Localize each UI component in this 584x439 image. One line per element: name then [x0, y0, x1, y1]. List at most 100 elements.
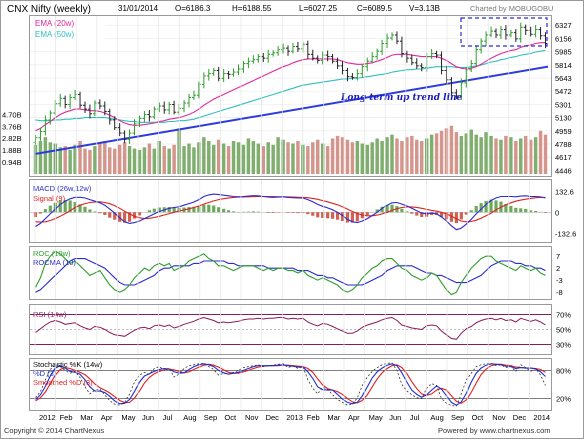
candle	[350, 73, 355, 80]
volume-bar	[291, 143, 295, 174]
x-tick-label-12: 2013	[286, 413, 303, 422]
volume-bar	[112, 148, 117, 174]
price-tick-label: 4959	[555, 127, 572, 136]
volume-bar	[73, 144, 77, 174]
macd-histogram-bar	[524, 208, 528, 213]
volume-bar	[132, 148, 137, 174]
macd-histogram-bar	[331, 212, 335, 219]
volume-bar	[147, 143, 152, 174]
macd-histogram-bar	[132, 212, 137, 219]
volume-bar	[212, 144, 216, 174]
x-tick-label-19: Aug	[430, 413, 443, 422]
macd-histogram-bar	[93, 211, 97, 213]
macd-histogram-bar	[83, 206, 87, 213]
macd-histogram-bar	[127, 212, 132, 222]
candle	[518, 22, 523, 43]
footer-copyright: Copyright © 2014 ChartNexus	[4, 426, 104, 435]
volume-bar	[350, 142, 355, 174]
volume-bar	[157, 141, 162, 174]
macd-histogram-bar	[192, 206, 196, 213]
volume-bar	[370, 142, 374, 174]
volume-tick-label: 1.88B	[2, 146, 22, 155]
x-tick-label-4: May	[121, 413, 135, 422]
legend-ema50: EMA (50w)	[33, 28, 105, 39]
volume-bar	[127, 146, 132, 174]
volume-bar	[236, 142, 241, 174]
volume-bar	[246, 138, 251, 174]
macd-histogram-bar	[439, 212, 444, 218]
price-tick-label: 5301	[555, 100, 572, 109]
volume-bar	[499, 139, 503, 174]
x-tick-label-6: Jul	[163, 413, 173, 422]
volume-bars	[33, 125, 548, 174]
macd-histogram-bar	[197, 205, 201, 213]
candle	[142, 110, 147, 123]
x-tick-label-2: Mar	[80, 413, 93, 422]
candle	[484, 31, 489, 46]
candle	[360, 63, 365, 78]
candle	[365, 57, 370, 72]
rsi-tick-label: 70%	[556, 311, 571, 320]
macd-histogram-bar	[316, 212, 320, 218]
macd-histogram-bar	[474, 205, 478, 213]
volume-bar	[63, 146, 67, 174]
candle	[97, 99, 102, 110]
ohlc-low: L=6027.25	[299, 4, 338, 13]
macd-histogram-bar	[484, 200, 488, 213]
volume-bar	[296, 141, 300, 174]
candle	[132, 119, 137, 136]
candle	[266, 49, 271, 63]
price-tick-label: 5130	[555, 114, 572, 123]
volume-bar	[519, 138, 523, 174]
volume-bar	[226, 146, 231, 174]
macd-histogram-bar	[98, 212, 102, 214]
volume-bar	[523, 135, 528, 174]
macd-histogram-bar	[152, 208, 156, 213]
candle	[315, 55, 320, 64]
roc-tick-label: 2	[556, 264, 560, 273]
volume-bar	[469, 129, 473, 174]
candle	[48, 110, 53, 125]
volume-bar	[306, 146, 310, 174]
candle	[112, 116, 117, 130]
volume-bar	[103, 141, 107, 174]
candle	[256, 53, 261, 63]
macd-histogram-bar	[108, 212, 112, 218]
candle	[429, 48, 434, 59]
candle	[419, 63, 424, 72]
footer-powered: Powered by www.chartnexus.com	[438, 426, 551, 435]
candle	[503, 25, 508, 40]
macd-histogram-bar	[365, 212, 369, 216]
candle	[399, 36, 404, 58]
chart-symbol: CNX Nifty (weekly)	[7, 4, 91, 15]
volume-bar	[276, 137, 280, 174]
signal-legend-label: Signal (9)	[33, 194, 66, 203]
volume-bar	[434, 133, 439, 174]
candle	[335, 57, 340, 69]
macd-histogram-bar	[227, 210, 231, 213]
volume-bar	[48, 142, 53, 174]
candle	[394, 31, 399, 45]
macd-panel: 132.6 0 -132.6 MACD (26w,12w)Signal (9)	[29, 179, 576, 243]
macd-histogram-bar	[306, 212, 310, 215]
candle	[167, 101, 172, 115]
volume-bar	[400, 141, 404, 174]
macd-histogram-bar	[266, 212, 270, 213]
candle	[454, 89, 459, 100]
volume-bar	[43, 137, 48, 174]
volume-bar	[93, 146, 97, 174]
candle	[533, 25, 538, 38]
candle	[489, 26, 494, 38]
x-tick-label-15: Apr	[348, 413, 360, 422]
stoch-tick-label: 20%	[556, 395, 571, 404]
candles	[33, 22, 548, 145]
macd-histogram-bar	[459, 212, 463, 220]
macd-histogram-bar	[355, 212, 359, 222]
macd-histogram-bar	[405, 211, 409, 213]
candle	[38, 127, 43, 141]
x-tick-label-1: Feb	[60, 413, 73, 422]
candle	[271, 50, 276, 57]
x-tick-label-7: Aug	[183, 413, 196, 422]
chart-date: 31/01/2014	[118, 4, 159, 13]
macd-histogram-bar	[415, 212, 419, 216]
